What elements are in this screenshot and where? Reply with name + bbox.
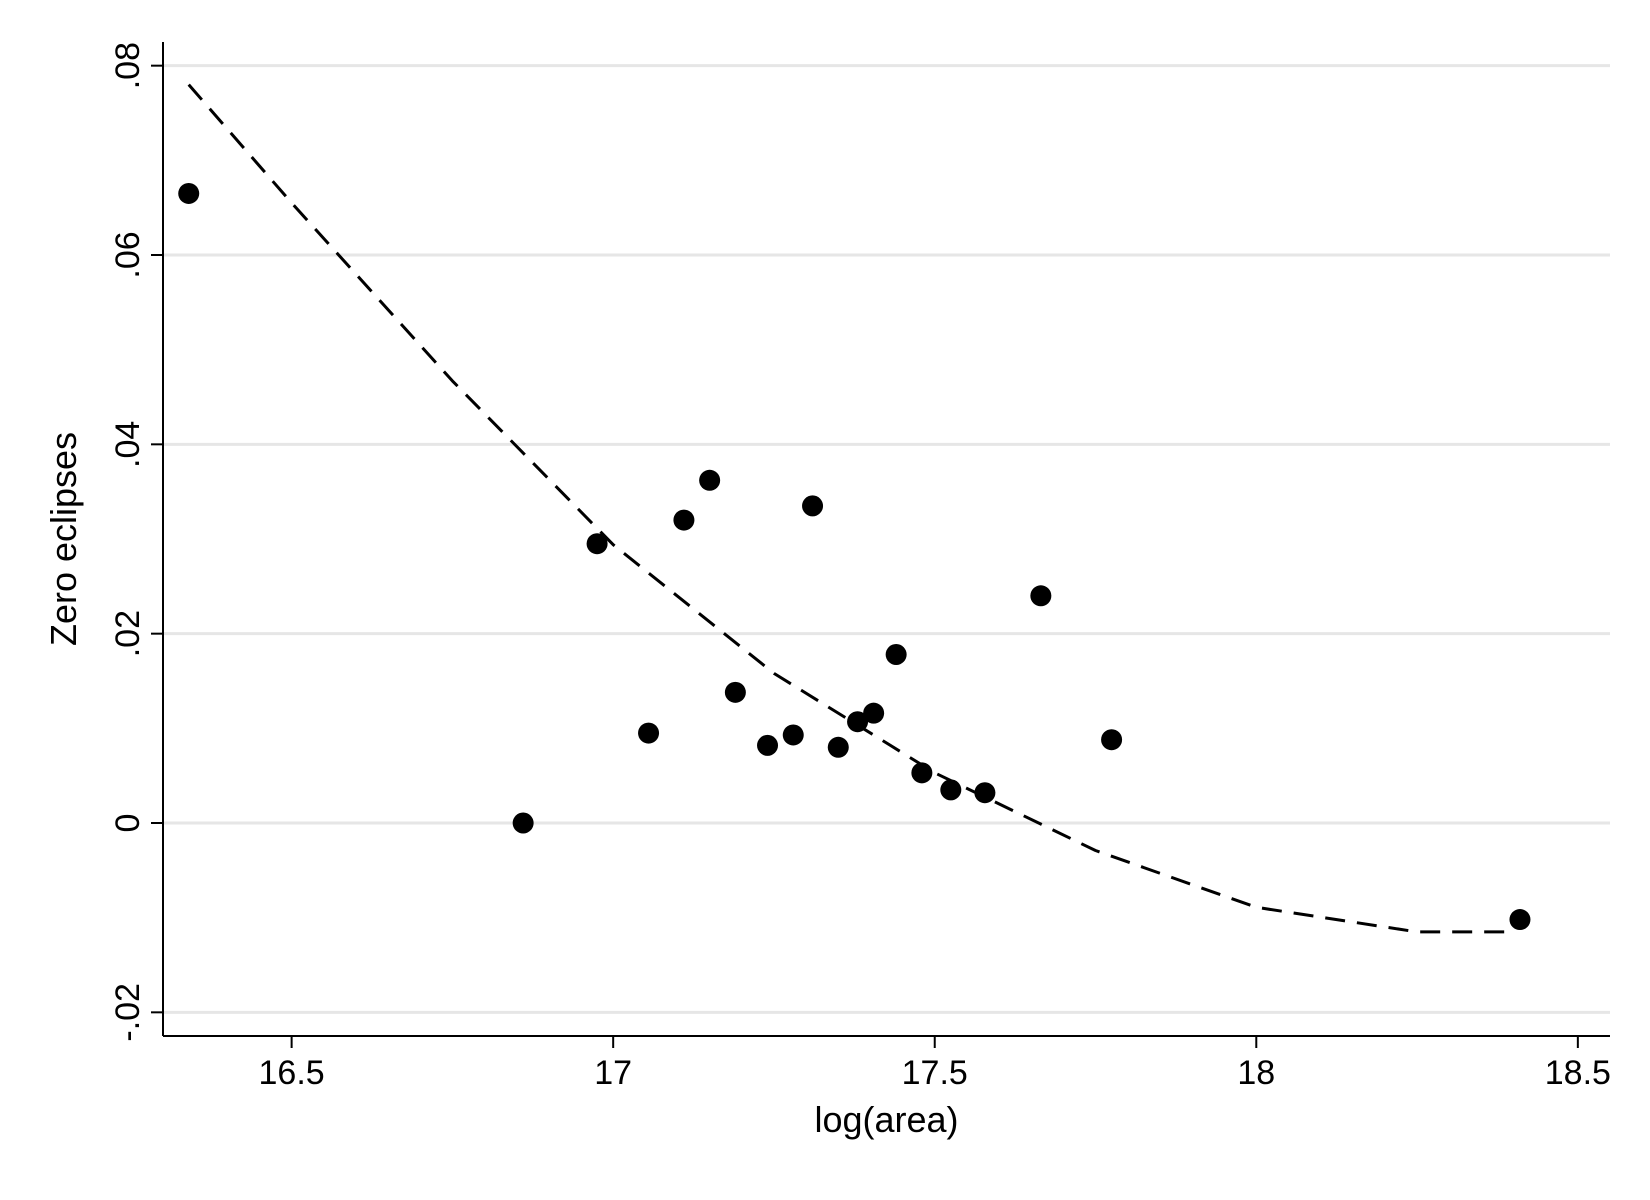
y-tick-label-0: -.02	[109, 983, 147, 1042]
grid-lines	[163, 64, 1610, 1014]
data-point	[512, 812, 534, 834]
data-point	[847, 711, 869, 733]
y-tick-label-2: .02	[109, 610, 147, 657]
data-point	[638, 722, 660, 744]
y-tick-label-3: .04	[109, 421, 147, 468]
data-point	[885, 643, 907, 665]
data-point	[586, 533, 608, 555]
x-tick-label-4: 18.5	[1545, 1054, 1611, 1092]
x-tick-label-0: 16.5	[259, 1054, 325, 1092]
data-point	[699, 469, 721, 491]
y-tick-label-5: .08	[109, 42, 147, 89]
y-tick-label-1: 0	[109, 814, 147, 833]
axes	[151, 42, 1610, 1048]
tick-labels: -.02 0 .02 .04 .06 .08 16.5 17 17.5 18 18.5	[109, 42, 1611, 1092]
data-point	[782, 724, 804, 746]
fitted-curve-layer	[187, 83, 1514, 934]
x-axis-title: log(area)	[814, 1099, 958, 1140]
data-point	[802, 495, 824, 517]
data-point	[1101, 729, 1123, 751]
data-point	[911, 762, 933, 784]
data-point	[974, 782, 996, 804]
fitted-curve	[187, 83, 1514, 934]
data-point	[757, 734, 779, 756]
x-tick-label-2: 17.5	[902, 1054, 968, 1092]
data-point	[1509, 909, 1531, 931]
data-point	[1030, 585, 1052, 607]
y-axis-title: Zero eclipses	[43, 432, 84, 646]
data-point	[178, 182, 200, 204]
data-points	[178, 182, 1531, 931]
data-point	[724, 681, 746, 703]
data-point	[673, 509, 695, 531]
x-tick-label-1: 17	[594, 1054, 632, 1092]
data-point	[863, 702, 885, 724]
data-point	[827, 736, 849, 758]
data-point	[940, 779, 962, 801]
x-tick-label-3: 18	[1237, 1054, 1275, 1092]
y-tick-label-4: .06	[109, 231, 147, 278]
